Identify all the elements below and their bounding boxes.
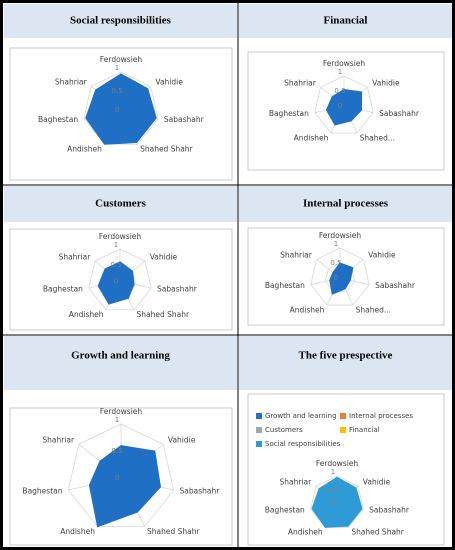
axis-category-label: Shahriar [59, 252, 92, 261]
tick-label: 1 [334, 240, 338, 248]
axis-category-label: Baghestan [265, 505, 305, 514]
header-band [239, 4, 452, 38]
header-band [4, 186, 237, 222]
tick-label: 1 [114, 241, 118, 249]
tick-label: 0.5 [334, 87, 345, 95]
axis-category-label: Shahriar [42, 436, 75, 445]
legend-label: Growth and learning [265, 412, 337, 420]
axis-category-label: Shahriar [284, 79, 317, 88]
axis-category-label: Shahed Shahr [147, 527, 200, 536]
tick-label: 0.5 [111, 87, 122, 95]
axis-category-label: Vahidie [368, 251, 396, 260]
tick-label: 0.5 [110, 261, 121, 269]
radar-area [311, 476, 363, 528]
legend-label: Social responsibilities [265, 440, 341, 448]
chart-title: Customers [95, 198, 146, 210]
tick-label: 0 [115, 106, 119, 114]
axis-category-label: Shahed... [356, 305, 391, 314]
axis-category-label: Sabashahr [179, 486, 220, 495]
axis-category-label: Baghestan [43, 284, 83, 293]
legend-swatch [340, 413, 346, 419]
axis-category-label: Baghestan [38, 115, 78, 124]
tick-label: 1 [115, 64, 119, 72]
axis-category-label: Andisheh [288, 528, 323, 537]
tick-label: 0 [338, 102, 342, 110]
axis-category-label: Sabashahr [375, 281, 416, 290]
radar-area [88, 445, 162, 528]
axis-category-label: Sabashahr [164, 115, 205, 124]
chart-title: The five prespective [299, 350, 393, 362]
radar-area [325, 88, 363, 126]
axis-category-label: Ferdowsieh [100, 55, 143, 64]
radar-area [329, 262, 354, 295]
axis-category-label: Baghestan [269, 109, 309, 118]
axis-category-label: Vahidie [372, 79, 400, 88]
grid-line [314, 75, 374, 134]
axis-category-label: Vahidie [168, 436, 196, 445]
axis-category-label: Ferdowsieh [316, 459, 359, 468]
axis-category-label: Ferdowsieh [319, 231, 362, 240]
chart-title: Social responsibilities [70, 15, 172, 27]
axis-category-label: Sabashahr [379, 109, 420, 118]
tick-label: 0.5 [327, 486, 338, 494]
tick-label: 1 [338, 68, 342, 76]
axis-category-label: Ferdowsieh [99, 232, 142, 241]
radar-area [97, 261, 135, 305]
legend-swatch [256, 413, 262, 419]
axis-category-label: Shahed... [360, 133, 395, 142]
axis-category-label: Andisheh [67, 145, 102, 154]
axis-category-label: Shahriar [280, 251, 313, 260]
chart-title: Financial [323, 15, 367, 27]
axis-category-label: Shahriar [279, 477, 312, 486]
axis-category-label: Shahed Shahr [351, 528, 404, 537]
header-band [4, 4, 237, 38]
legend-label: Internal processes [349, 412, 413, 420]
axis-category-label: Ferdowsieh [100, 407, 143, 416]
grid-line [83, 71, 159, 145]
chart-title: Growth and learning [71, 350, 170, 362]
legend-swatch [340, 427, 346, 433]
tick-label: 1 [331, 468, 335, 476]
tick-label: 0 [334, 274, 338, 282]
axis-category-label: Shahriar [55, 78, 88, 87]
header-band [4, 336, 237, 390]
legend-label: Financial [349, 426, 380, 434]
legend-swatch [256, 441, 262, 447]
tick-label: 1 [115, 416, 119, 424]
axis-category-label: Andisheh [69, 310, 104, 319]
axis-category-label: Shahed Shahr [136, 310, 189, 319]
axis-category-label: Andisheh [294, 133, 329, 142]
chart-title: Internal processes [303, 198, 389, 210]
grid-line [310, 475, 364, 528]
legend-label: Customers [265, 426, 303, 434]
axis-category-label: Sabashahr [157, 284, 198, 293]
axis-category-label: Vahidie [363, 477, 391, 486]
header-band [239, 186, 452, 222]
tick-label: 0.5 [111, 447, 122, 455]
radar-area [85, 73, 157, 145]
grid-line [310, 247, 370, 306]
header-band [239, 336, 452, 390]
tick-label: 0 [331, 499, 335, 507]
grid-line [88, 248, 152, 311]
axis-category-label: Vahidie [155, 78, 183, 87]
axis-category-label: Andisheh [60, 527, 95, 536]
axis-category-label: Shahed Shahr [140, 145, 193, 154]
axis-category-label: Baghestan [265, 281, 305, 290]
grid-line [67, 423, 175, 528]
tick-label: 0.5 [330, 259, 341, 267]
legend-swatch [256, 427, 262, 433]
axis-category-label: Sabashahr [369, 505, 410, 514]
axis-category-label: Baghestan [22, 486, 62, 495]
tick-label: 0 [115, 474, 119, 482]
axis-category-label: Vahidie [150, 252, 178, 261]
axis-category-label: Andisheh [290, 305, 325, 314]
axis-category-label: Ferdowsieh [323, 59, 366, 68]
tick-label: 0 [114, 277, 118, 285]
